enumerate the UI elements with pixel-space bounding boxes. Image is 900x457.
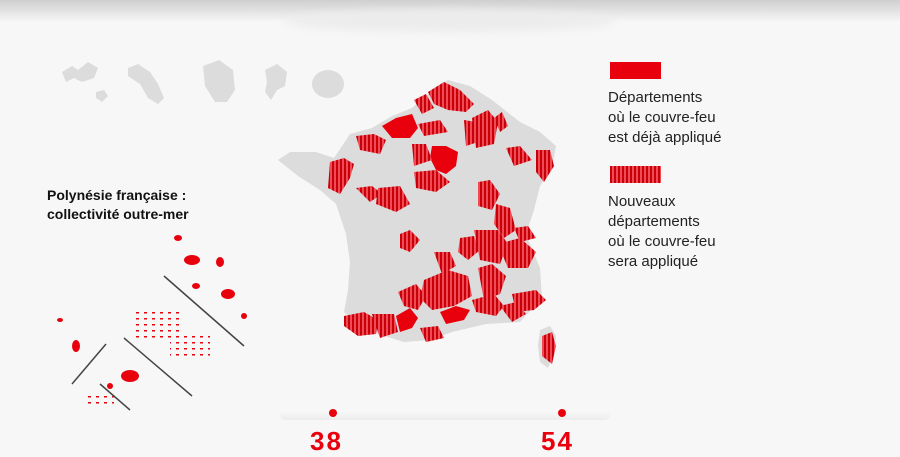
count-before: 38 xyxy=(310,426,343,456)
polynesia-island xyxy=(184,255,200,265)
mayotte-shape xyxy=(265,64,287,100)
rhone-department xyxy=(474,230,508,264)
polynesia-archipelago xyxy=(84,392,114,406)
ile-de-france-departments xyxy=(430,146,458,174)
separator-line xyxy=(123,337,193,397)
legend-new-text: Nouveaux départements où le couvre-feu s… xyxy=(608,192,716,272)
polynesia-island xyxy=(192,283,200,289)
gironde-department xyxy=(398,284,426,310)
polynesia-title: Polynésie française : collectivité outre… xyxy=(47,186,189,224)
alpes-maritimes-department xyxy=(512,290,546,312)
aude-department xyxy=(420,326,444,342)
cote-dor-department xyxy=(478,180,500,210)
polynesia-island xyxy=(174,235,182,241)
legend-swatch-new xyxy=(610,166,661,183)
finistere-department xyxy=(328,158,354,194)
polynesia-island xyxy=(72,340,80,352)
legend-swatch-existing xyxy=(610,62,661,79)
loire-department xyxy=(458,236,480,260)
legend-existing-line-3: est déjà appliqué xyxy=(608,129,722,146)
guadeloupe-shape xyxy=(62,62,98,82)
polynesia-title-line-1: Polynésie française : xyxy=(47,187,187,203)
herault-department xyxy=(440,306,470,324)
legend-existing-line-2: où le couvre-feu xyxy=(608,109,716,126)
legend-new-line-3: où le couvre-feu xyxy=(608,233,716,250)
count-after: 54 xyxy=(541,426,574,456)
separator-line xyxy=(163,275,245,347)
haute-garonne-department xyxy=(396,308,418,332)
seine-maritime-department xyxy=(382,114,418,138)
haute-savoie-department xyxy=(514,226,536,242)
calvados-department xyxy=(356,134,386,154)
drome-department xyxy=(478,264,506,300)
vaucluse-department xyxy=(472,294,504,316)
puy-de-dome-department xyxy=(434,252,456,274)
nord-department xyxy=(428,82,474,112)
polynesia-island xyxy=(107,383,113,389)
legend-existing-line-1: Départements xyxy=(608,89,703,106)
corse-du-sud-department xyxy=(542,332,556,364)
separator-line xyxy=(71,343,107,385)
ille-et-vilaine-department xyxy=(356,186,382,202)
legend-new-line-4: sera appliqué xyxy=(608,253,699,270)
guyane-shape xyxy=(203,60,235,102)
separator-line xyxy=(99,383,131,411)
isere-department xyxy=(498,238,536,268)
timeline-bar xyxy=(280,410,610,420)
legend-new-line-1: Nouveaux xyxy=(608,193,676,210)
reunion-shape xyxy=(312,70,344,98)
vienne-department xyxy=(400,230,420,252)
polynesia-island xyxy=(216,257,224,267)
new-curfew-departments xyxy=(328,82,556,364)
occitanie-departments xyxy=(420,270,472,310)
pas-de-calais-department xyxy=(414,94,434,114)
legend-new-line-2: départements xyxy=(608,213,700,230)
somme-department xyxy=(418,120,448,136)
polynesia-island xyxy=(121,370,139,382)
essonne-department xyxy=(412,144,432,166)
bas-rhin-department xyxy=(536,150,554,182)
sarthe-department xyxy=(376,186,410,212)
timeline-dot-after xyxy=(558,409,566,417)
meurthe-moselle-department xyxy=(506,146,532,166)
overseas-territories xyxy=(62,60,344,104)
title-shadow xyxy=(285,10,615,32)
guadeloupe-islet-shape xyxy=(96,90,108,102)
polynesia-title-line-2: collectivité outre-mer xyxy=(47,206,189,222)
doubs-department xyxy=(494,204,516,238)
marne-department xyxy=(472,110,498,148)
loiret-department xyxy=(414,170,450,192)
polynesia-island xyxy=(57,318,63,322)
pyrenees-atlantiques-department xyxy=(344,312,378,336)
existing-curfew-departments xyxy=(382,114,470,332)
ardennes-department xyxy=(494,112,508,132)
timeline-dot-before xyxy=(329,409,337,417)
polynesia-archipelago xyxy=(170,336,210,360)
polynesia-island xyxy=(221,289,235,299)
polynesia-islands xyxy=(57,235,247,406)
polynesia-separator-lines xyxy=(71,275,245,411)
hautes-pyrenees-department xyxy=(372,314,398,338)
martinique-shape xyxy=(128,64,164,104)
legend-existing-text: Départements où le couvre-feu est déjà a… xyxy=(608,88,721,148)
polynesia-island xyxy=(241,313,247,319)
